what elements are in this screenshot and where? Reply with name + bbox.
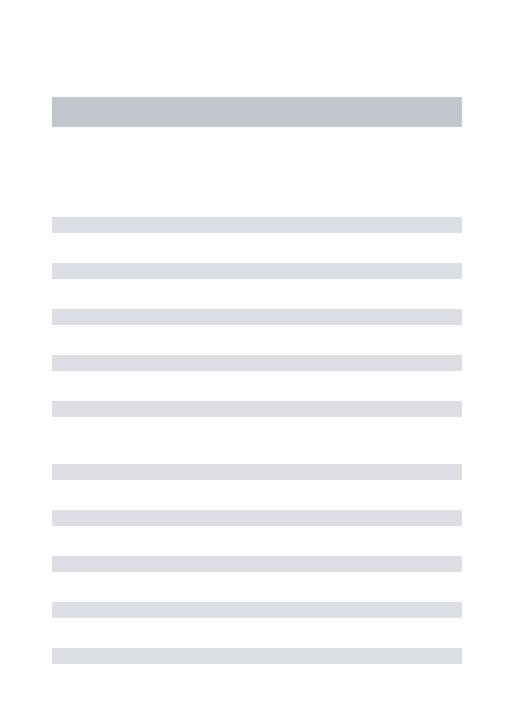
skeleton-page	[0, 0, 516, 713]
skeleton-line	[52, 648, 462, 664]
skeleton-line	[52, 556, 462, 572]
skeleton-header-bar	[52, 97, 462, 127]
skeleton-line	[52, 602, 462, 618]
skeleton-line	[52, 217, 462, 233]
skeleton-line	[52, 309, 462, 325]
skeleton-line	[52, 401, 462, 417]
skeleton-line	[52, 464, 462, 480]
skeleton-line	[52, 355, 462, 371]
skeleton-line	[52, 263, 462, 279]
skeleton-line	[52, 510, 462, 526]
